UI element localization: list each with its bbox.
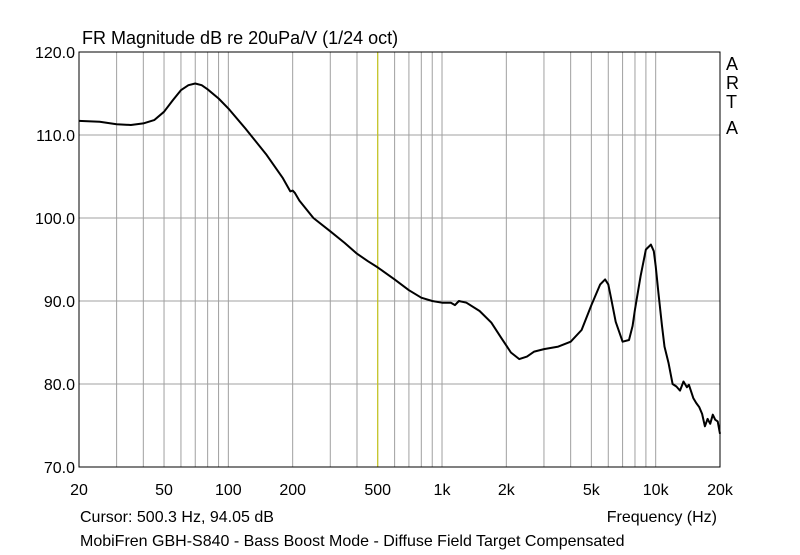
brand-letter-r: R: [726, 73, 739, 93]
y-tick-label-90: 90.0: [44, 294, 75, 311]
grid-lines: [79, 52, 720, 467]
x-tick-label-50: 50: [155, 482, 173, 499]
brand-letter-a1: A: [726, 54, 738, 74]
y-tick-label-110: 110.0: [36, 128, 75, 145]
y-tick-label-100: 100.0: [35, 211, 75, 228]
x-tick-label-1k: 1k: [434, 482, 452, 499]
x-tick-label-20k: 20k: [707, 482, 734, 499]
y-tick-label-120: 120.0: [35, 45, 75, 62]
x-tick-label-10k: 10k: [643, 482, 670, 499]
brand-letter-t: T: [726, 92, 737, 112]
cursor-readout: Cursor: 500.3 Hz, 94.05 dB: [80, 509, 274, 526]
x-axis-tick-labels: 20 50 100 200 500 1k 2k 5k 10k 20k: [70, 482, 734, 499]
x-tick-label-5k: 5k: [583, 482, 601, 499]
brand-letter-a2: A: [726, 118, 738, 138]
y-tick-label-70: 70.0: [44, 460, 75, 477]
x-tick-label-200: 200: [279, 482, 306, 499]
curve-group: [78, 82, 721, 434]
y-axis-tick-labels: 70.0 80.0 90.0 100.0 110.0 120.0: [35, 45, 75, 477]
frequency-response-curve-0: [78, 82, 721, 434]
x-tick-label-100: 100: [215, 482, 242, 499]
arta-brand-label: A R T A: [726, 54, 739, 138]
plot-frame: [78, 51, 721, 468]
x-tick-label-20: 20: [70, 482, 88, 499]
y-tick-label-80: 80.0: [44, 377, 75, 394]
x-tick-label-500: 500: [364, 482, 391, 499]
chart-title: FR Magnitude dB re 20uPa/V (1/24 oct): [82, 28, 398, 48]
x-tick-label-2k: 2k: [498, 482, 516, 499]
chart-caption: MobiFren GBH-S840 - Bass Boost Mode - Di…: [80, 533, 625, 550]
x-axis-label: Frequency (Hz): [607, 509, 717, 526]
